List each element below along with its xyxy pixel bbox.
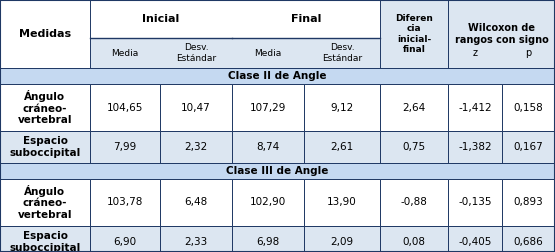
Text: Ángulo
cráneo-
vertebral: Ángulo cráneo- vertebral xyxy=(18,90,72,125)
Text: Clase II de Angle: Clase II de Angle xyxy=(228,71,327,81)
Text: -0,405: -0,405 xyxy=(458,237,492,247)
Bar xyxy=(0,226,90,252)
Bar xyxy=(0,179,90,226)
Text: 102,90: 102,90 xyxy=(250,198,286,207)
Text: 103,78: 103,78 xyxy=(107,198,143,207)
Bar xyxy=(448,226,502,252)
Text: z: z xyxy=(472,48,477,58)
Text: 0,893: 0,893 xyxy=(513,198,543,207)
Bar xyxy=(90,179,160,226)
Bar xyxy=(232,131,304,163)
Text: Media: Media xyxy=(112,48,139,57)
Bar xyxy=(0,84,555,131)
Text: 0,75: 0,75 xyxy=(402,142,426,152)
Text: -0,135: -0,135 xyxy=(458,198,492,207)
Bar xyxy=(0,38,555,68)
Text: Medidas: Medidas xyxy=(19,29,71,39)
Text: -0,88: -0,88 xyxy=(401,198,427,207)
Bar xyxy=(380,226,448,252)
Text: Diferen
cia
inicial-
final: Diferen cia inicial- final xyxy=(395,14,433,54)
Bar xyxy=(502,131,555,163)
Text: p: p xyxy=(526,48,532,58)
Text: 0,158: 0,158 xyxy=(513,103,543,112)
Bar xyxy=(232,84,304,131)
Bar xyxy=(0,179,555,226)
Text: 2,33: 2,33 xyxy=(184,237,208,247)
Text: 7,99: 7,99 xyxy=(113,142,137,152)
Text: 6,48: 6,48 xyxy=(184,198,208,207)
Text: 2,64: 2,64 xyxy=(402,103,426,112)
Text: 0,686: 0,686 xyxy=(513,237,543,247)
Bar xyxy=(0,131,555,163)
Bar xyxy=(232,179,304,226)
Bar xyxy=(0,68,555,84)
Text: Final: Final xyxy=(291,14,321,24)
Bar xyxy=(448,179,502,226)
Text: 104,65: 104,65 xyxy=(107,103,143,112)
Text: 2,61: 2,61 xyxy=(330,142,354,152)
Bar xyxy=(90,131,160,163)
Text: -1,382: -1,382 xyxy=(458,142,492,152)
Bar xyxy=(448,131,502,163)
Text: Desv.
Estándar: Desv. Estándar xyxy=(176,43,216,63)
Text: 13,90: 13,90 xyxy=(327,198,357,207)
Bar xyxy=(502,226,555,252)
Text: Desv.
Estándar: Desv. Estándar xyxy=(322,43,362,63)
Text: Media: Media xyxy=(254,48,281,57)
Text: 10,47: 10,47 xyxy=(181,103,211,112)
Bar xyxy=(0,84,90,131)
Text: 8,74: 8,74 xyxy=(256,142,280,152)
Text: Wilcoxon de
rangos con signo: Wilcoxon de rangos con signo xyxy=(455,23,548,45)
Text: 9,12: 9,12 xyxy=(330,103,354,112)
Text: 0,08: 0,08 xyxy=(402,237,426,247)
Bar xyxy=(304,131,380,163)
Bar xyxy=(90,84,160,131)
Bar xyxy=(160,226,232,252)
Text: Clase III de Angle: Clase III de Angle xyxy=(226,166,329,176)
Text: 0,167: 0,167 xyxy=(513,142,543,152)
Text: 6,90: 6,90 xyxy=(113,237,137,247)
Bar xyxy=(380,131,448,163)
Bar xyxy=(160,179,232,226)
Text: Ángulo
cráneo-
vertebral: Ángulo cráneo- vertebral xyxy=(18,185,72,220)
Bar xyxy=(304,84,380,131)
Bar xyxy=(90,226,160,252)
Bar xyxy=(502,84,555,131)
Bar xyxy=(380,179,448,226)
Text: Espacio
suboccipital: Espacio suboccipital xyxy=(9,136,80,158)
Text: Inicial: Inicial xyxy=(143,14,180,24)
Bar xyxy=(0,131,90,163)
Bar xyxy=(502,179,555,226)
Bar xyxy=(0,163,555,179)
Bar xyxy=(448,84,502,131)
Bar xyxy=(380,84,448,131)
Text: 107,29: 107,29 xyxy=(250,103,286,112)
Text: -1,412: -1,412 xyxy=(458,103,492,112)
Bar xyxy=(232,226,304,252)
Bar xyxy=(304,179,380,226)
Bar xyxy=(0,226,555,252)
Bar xyxy=(0,0,555,38)
Bar xyxy=(304,226,380,252)
Text: 2,32: 2,32 xyxy=(184,142,208,152)
Bar xyxy=(448,0,555,68)
Text: 6,98: 6,98 xyxy=(256,237,280,247)
Bar xyxy=(160,131,232,163)
Text: Espacio
suboccipital: Espacio suboccipital xyxy=(9,231,80,252)
Bar xyxy=(380,0,448,68)
Text: 2,09: 2,09 xyxy=(330,237,354,247)
Bar xyxy=(0,0,90,68)
Bar xyxy=(160,84,232,131)
